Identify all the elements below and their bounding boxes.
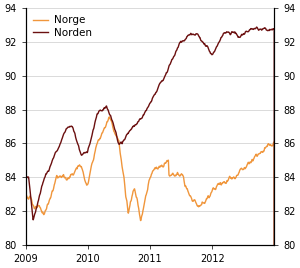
Legend: Norge, Norden: Norge, Norden xyxy=(31,13,94,40)
Norge xyxy=(108,115,111,118)
Norge xyxy=(132,189,136,192)
Norden xyxy=(255,25,258,29)
Norge xyxy=(57,175,60,178)
Norden xyxy=(57,146,60,149)
Norge xyxy=(160,163,164,167)
Norge xyxy=(108,115,111,118)
Norden xyxy=(132,125,135,128)
Norden xyxy=(160,80,163,83)
Line: Norden: Norden xyxy=(26,27,275,268)
Norden xyxy=(154,91,158,94)
Line: Norge: Norge xyxy=(26,117,275,268)
Norden xyxy=(108,113,111,116)
Norge xyxy=(66,177,69,180)
Norge xyxy=(155,166,158,169)
Norden xyxy=(66,126,69,129)
